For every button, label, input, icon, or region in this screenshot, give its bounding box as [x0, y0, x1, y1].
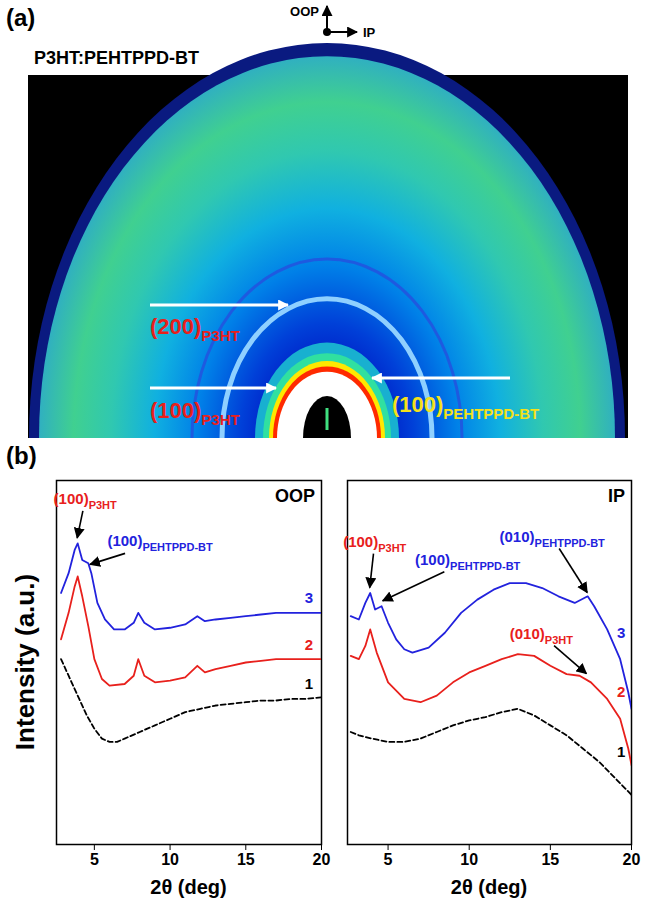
- svg-text:10: 10: [161, 851, 179, 868]
- svg-text:IP: IP: [363, 25, 376, 40]
- svg-text:OOP: OOP: [290, 4, 319, 19]
- svg-text:IP: IP: [608, 486, 625, 506]
- svg-text:5: 5: [90, 851, 99, 868]
- svg-text:(100)PEHTPPD-BT: (100)PEHTPPD-BT: [415, 551, 521, 572]
- svg-text:2: 2: [305, 636, 313, 653]
- svg-text:10: 10: [460, 851, 478, 868]
- svg-text:P3HT:PEHTPPD-BT: P3HT:PEHTPPD-BT: [34, 48, 199, 68]
- svg-text:(100)P3HT: (100)P3HT: [54, 490, 117, 511]
- svg-text:2θ (deg): 2θ (deg): [150, 876, 226, 898]
- svg-text:(a): (a): [6, 4, 35, 31]
- svg-text:(100)PEHTPPD-BT: (100)PEHTPPD-BT: [107, 532, 213, 553]
- svg-text:2θ (deg): 2θ (deg): [451, 876, 527, 898]
- svg-text:20: 20: [313, 851, 331, 868]
- svg-text:3: 3: [617, 624, 625, 641]
- svg-text:1: 1: [305, 675, 313, 692]
- html-text:(b): (b): [6, 442, 37, 469]
- svg-text:3: 3: [305, 589, 313, 606]
- svg-text:OOP: OOP: [275, 486, 315, 506]
- svg-text:15: 15: [541, 851, 559, 868]
- svg-text:20: 20: [623, 851, 641, 868]
- svg-text:(200)P3HT: (200)P3HT: [150, 314, 240, 344]
- svg-text:(010)P3HT: (010)P3HT: [510, 625, 573, 646]
- svg-text:Intensity (a.u.): Intensity (a.u.): [10, 574, 40, 750]
- svg-text:15: 15: [237, 851, 255, 868]
- svg-text:1: 1: [617, 743, 625, 760]
- svg-text:(100)P3HT: (100)P3HT: [150, 398, 240, 428]
- svg-text:(100)PEHTPPD-BT: (100)PEHTPPD-BT: [392, 392, 539, 422]
- svg-text:(100)P3HT: (100)P3HT: [343, 533, 406, 554]
- svg-text:5: 5: [384, 851, 393, 868]
- svg-text:2: 2: [617, 683, 625, 700]
- svg-text:(010)PEHTPPD-BT: (010)PEHTPPD-BT: [500, 528, 606, 549]
